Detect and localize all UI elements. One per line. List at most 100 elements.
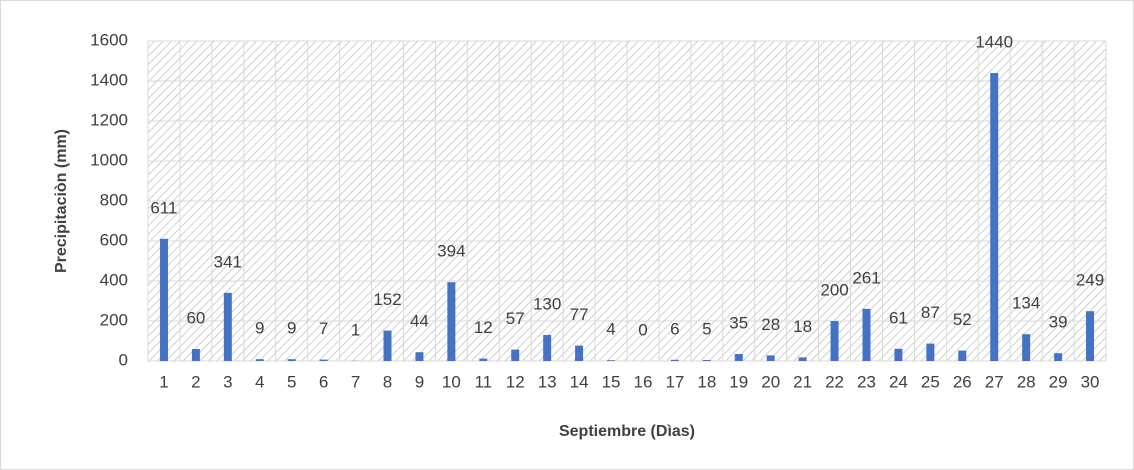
x-tick-label: 11 xyxy=(474,372,492,391)
data-label: 39 xyxy=(1049,313,1068,332)
bar xyxy=(159,238,168,361)
data-label: 52 xyxy=(953,310,972,329)
data-label: 87 xyxy=(921,303,940,322)
x-tick-label: 13 xyxy=(538,372,557,391)
bar xyxy=(223,292,232,361)
bar xyxy=(990,73,999,361)
bar xyxy=(607,360,616,361)
bar xyxy=(319,359,328,361)
data-label: 394 xyxy=(437,242,465,261)
y-tick-label: 800 xyxy=(100,190,128,209)
bar xyxy=(191,349,200,361)
bar xyxy=(670,359,679,361)
x-tick-label: 10 xyxy=(442,372,461,391)
x-tick-label: 19 xyxy=(729,372,748,391)
x-tick-label: 8 xyxy=(383,372,392,391)
data-label: 5 xyxy=(702,319,711,338)
bar xyxy=(894,348,903,361)
x-tick-label: 2 xyxy=(191,372,200,391)
bar xyxy=(1022,334,1031,361)
data-label: 1 xyxy=(351,320,360,339)
data-label: 1440 xyxy=(975,32,1013,51)
data-label: 7 xyxy=(319,319,328,338)
data-label: 12 xyxy=(474,318,493,337)
x-tick-label: 22 xyxy=(825,372,844,391)
x-tick-label: 3 xyxy=(223,372,232,391)
data-label: 18 xyxy=(793,317,812,336)
y-tick-label: 1400 xyxy=(90,70,128,89)
bar xyxy=(575,345,584,361)
bar xyxy=(830,321,839,361)
bar xyxy=(543,335,552,361)
data-label: 6 xyxy=(670,319,679,338)
x-tick-label: 30 xyxy=(1081,372,1100,391)
data-label: 35 xyxy=(729,313,748,332)
x-tick-label: 1 xyxy=(159,372,168,391)
x-tick-label: 4 xyxy=(255,372,264,391)
y-tick-label: 200 xyxy=(100,310,128,329)
x-tick-label: 12 xyxy=(506,372,525,391)
y-tick-label: 0 xyxy=(119,350,128,369)
bar xyxy=(255,359,264,361)
bar xyxy=(383,330,392,361)
bar xyxy=(926,343,935,361)
x-tick-label: 24 xyxy=(889,372,908,391)
x-axis-title: Septiembre (Dìas) xyxy=(559,423,695,440)
x-tick-label: 20 xyxy=(761,372,780,391)
bar xyxy=(415,352,424,361)
bar xyxy=(447,282,456,361)
data-label: 0 xyxy=(638,320,647,339)
data-label: 60 xyxy=(186,308,205,327)
x-tick-label: 21 xyxy=(793,372,812,391)
bar xyxy=(958,350,967,361)
data-label: 152 xyxy=(373,290,401,309)
y-tick-label: 1600 xyxy=(90,30,128,49)
bar xyxy=(1086,311,1095,361)
x-tick-label: 25 xyxy=(921,372,940,391)
data-label: 261 xyxy=(852,268,880,287)
x-tick-label: 28 xyxy=(1017,372,1036,391)
y-axis-title: Precipitaciòn (mm) xyxy=(53,129,70,273)
data-label: 44 xyxy=(410,312,429,331)
bar xyxy=(862,308,871,361)
x-tick-label: 23 xyxy=(857,372,876,391)
bar xyxy=(702,360,711,361)
data-label: 130 xyxy=(533,294,561,313)
data-label: 611 xyxy=(150,198,177,217)
data-label: 28 xyxy=(761,315,780,334)
data-label: 61 xyxy=(889,308,908,327)
x-tick-label: 29 xyxy=(1049,372,1068,391)
data-label: 134 xyxy=(1012,294,1040,313)
bar xyxy=(766,355,775,361)
x-tick-label: 18 xyxy=(697,372,716,391)
bar xyxy=(287,359,296,361)
y-tick-label: 1000 xyxy=(90,150,128,169)
bar xyxy=(479,358,488,361)
x-tick-label: 15 xyxy=(602,372,621,391)
data-label: 249 xyxy=(1076,271,1104,290)
y-tick-label: 1200 xyxy=(90,110,128,129)
x-tick-label: 6 xyxy=(319,372,328,391)
data-label: 200 xyxy=(820,280,848,299)
x-tick-label: 26 xyxy=(953,372,972,391)
bar xyxy=(798,357,807,361)
x-tick-label: 27 xyxy=(985,372,1004,391)
x-tick-label: 9 xyxy=(415,372,424,391)
x-tick-label: 7 xyxy=(351,372,360,391)
bar xyxy=(511,349,520,361)
data-label: 77 xyxy=(570,305,589,324)
bar xyxy=(1054,353,1063,361)
data-label: 9 xyxy=(287,319,296,338)
data-label: 4 xyxy=(606,320,615,339)
y-tick-label: 400 xyxy=(100,270,128,289)
data-label: 57 xyxy=(506,309,525,328)
x-tick-label: 14 xyxy=(570,372,589,391)
y-tick-label: 600 xyxy=(100,230,128,249)
x-tick-label: 16 xyxy=(634,372,653,391)
data-label: 9 xyxy=(255,319,264,338)
x-tick-label: 5 xyxy=(287,372,296,391)
bar xyxy=(734,354,743,361)
x-tick-label: 17 xyxy=(665,372,684,391)
data-label: 341 xyxy=(214,252,242,271)
